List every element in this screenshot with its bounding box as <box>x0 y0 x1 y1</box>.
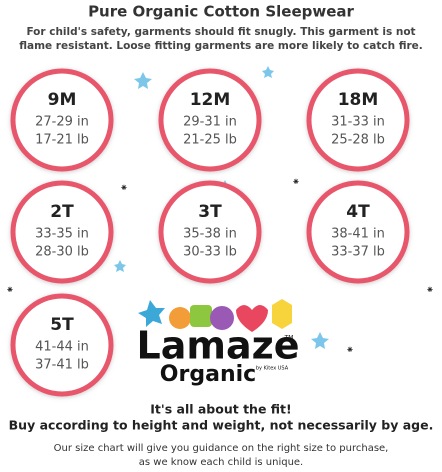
logo-shapes <box>138 299 292 332</box>
logo-maker: by Kitex USA <box>256 366 289 372</box>
size-circle <box>158 180 262 284</box>
size-label: 9M <box>48 90 77 110</box>
size-height: 27-29 in <box>35 115 89 130</box>
svg-text:⁕: ⁕ <box>292 177 300 188</box>
svg-text:⁕: ⁕ <box>426 285 434 296</box>
size-circle <box>158 68 262 172</box>
svg-text:⁕: ⁕ <box>346 345 354 356</box>
size-label: 2T <box>50 202 74 222</box>
size-label: 18M <box>338 90 379 110</box>
logo-trademark: TM <box>284 335 294 342</box>
size-circle <box>10 293 114 397</box>
title: Pure Organic Cotton Sleepwear <box>88 3 354 21</box>
logo-line: Organic <box>160 362 256 387</box>
size-height: 33-35 in <box>35 227 89 242</box>
size-label: 3T <box>198 202 222 222</box>
footer-headline: It's all about the fit! <box>150 402 291 417</box>
size-height: 38-41 in <box>331 227 385 242</box>
size-weight: 30-33 lb <box>183 245 237 260</box>
size-weight: 25-28 lb <box>331 133 385 148</box>
size-weight: 28-30 lb <box>35 245 89 260</box>
svg-text:⁕: ⁕ <box>120 183 128 194</box>
size-weight: 33-37 lb <box>331 245 385 260</box>
footer-note: Our size chart will give you guidance on… <box>54 443 389 454</box>
size-label: 12M <box>190 90 231 110</box>
logo-brand: Lamaze <box>137 324 300 368</box>
size-height: 35-38 in <box>183 227 237 242</box>
size-height: 29-31 in <box>183 115 237 130</box>
footer-advice: Buy according to height and weight, not … <box>9 418 434 433</box>
footer-note: as we know each child is unique. <box>139 457 303 468</box>
size-label: 4T <box>346 202 370 222</box>
size-height: 31-33 in <box>331 115 385 130</box>
svg-text:⁕: ⁕ <box>6 285 14 296</box>
size-circle <box>10 180 114 284</box>
size-circle <box>306 68 410 172</box>
notice: For child's safety, garments should fit … <box>26 26 415 38</box>
size-weight: 17-21 lb <box>35 133 89 148</box>
decoration: ⁕ ⁕ ⁕ ⁕ ⁕ <box>6 177 434 356</box>
size-weight: 21-25 lb <box>183 133 237 148</box>
size-height: 41-44 in <box>35 340 89 355</box>
size-circle <box>10 68 114 172</box>
notice: flame resistant. Loose fitting garments … <box>19 40 423 52</box>
size-label: 5T <box>50 315 74 335</box>
size-circle <box>306 180 410 284</box>
size-weight: 37-41 lb <box>35 358 89 373</box>
